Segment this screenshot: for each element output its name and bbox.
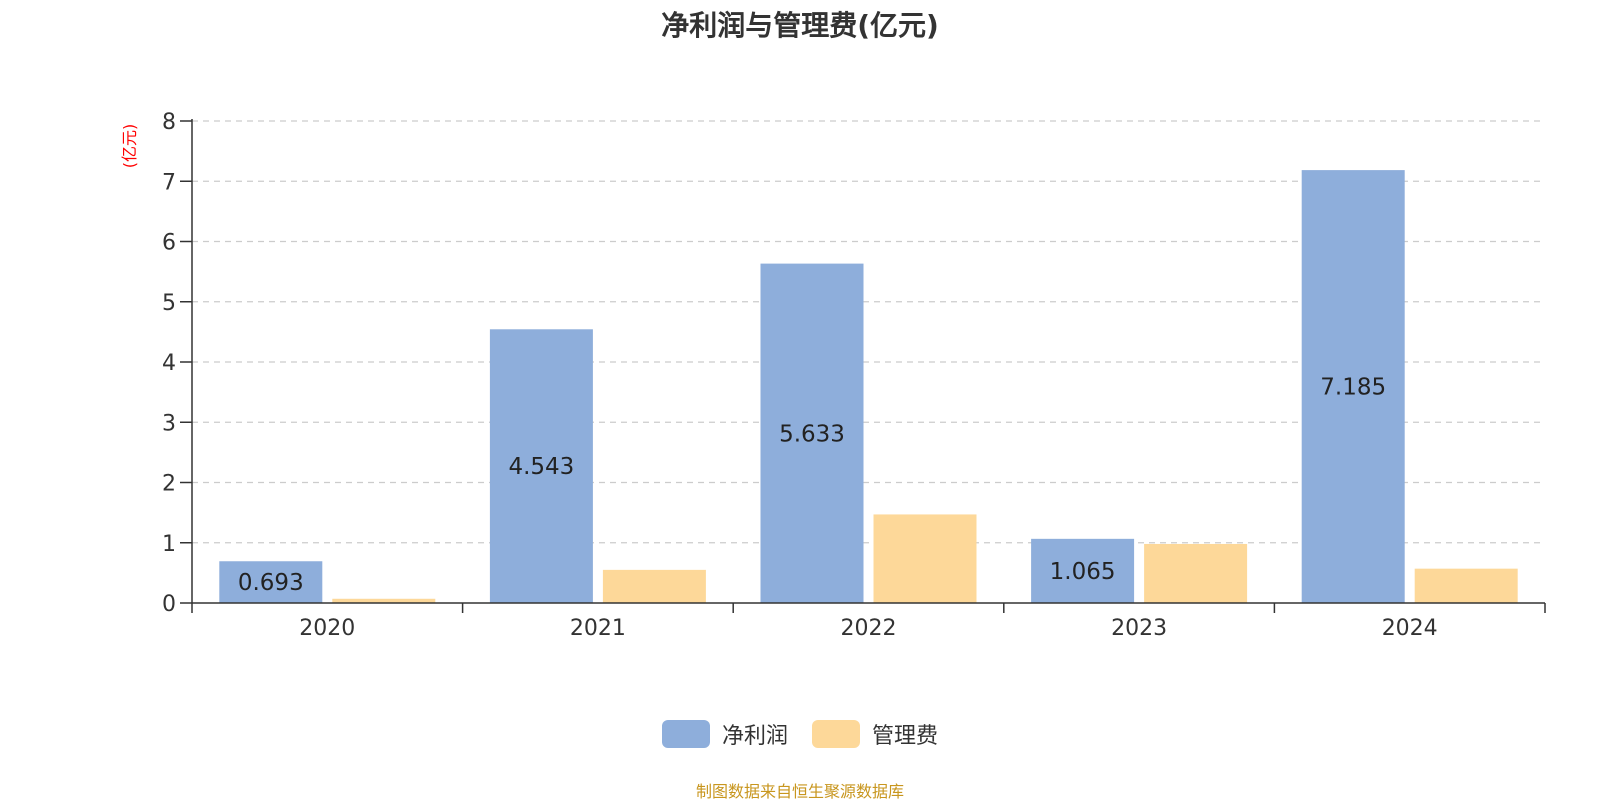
bar-net-profit — [1031, 538, 1135, 603]
bar-admin-fee — [602, 569, 706, 603]
bar-net-profit — [219, 561, 323, 603]
source-note: 制图数据来自恒生聚源数据库 — [695, 782, 904, 801]
y-tick-label: 5 — [162, 291, 176, 316]
legend-swatch-net-profit — [661, 720, 710, 748]
x-tick-label: 2024 — [1382, 616, 1438, 641]
legend-item-admin-fee[interactable]: 管理费 — [812, 718, 938, 750]
y-tick-label: 4 — [162, 351, 176, 376]
legend-label-net-profit: 净利润 — [721, 724, 788, 749]
bar-admin-fee — [873, 514, 977, 603]
bar-chart: 0 1 2 3 4 5 6 7 8 (亿元) 2020 2021 2022 2023 2024 0.693 4… — [120, 110, 1546, 641]
x-tick-label: 2020 — [299, 616, 355, 641]
y-tick-label: 0 — [162, 592, 176, 617]
data-labels: 0.693 4.543 5.633 1.065 7.185 — [238, 375, 1386, 597]
bar-admin-fee — [1414, 568, 1518, 603]
y-tick-label: 2 — [162, 472, 176, 497]
y-tick-label: 7 — [162, 170, 176, 195]
data-label: 5.633 — [779, 421, 845, 447]
legend-label-admin-fee: 管理费 — [872, 724, 939, 749]
x-tick-label: 2021 — [570, 616, 626, 641]
y-tick-label: 8 — [162, 110, 176, 135]
data-label: 0.693 — [238, 570, 304, 596]
data-label: 7.185 — [1320, 375, 1386, 401]
x-tick-label: 2022 — [841, 616, 897, 641]
legend-item-net-profit[interactable]: 净利润 — [661, 718, 788, 750]
y-axis-title: (亿元) — [120, 124, 139, 169]
bars — [219, 170, 1518, 603]
bar-admin-fee — [332, 598, 436, 603]
y-tick-label: 1 — [162, 532, 176, 557]
bar-admin-fee — [1144, 543, 1248, 603]
axes: 0 1 2 3 4 5 6 7 8 (亿元) 2020 2021 2022 2023 2024 — [120, 110, 1546, 641]
x-tick-label: 2023 — [1111, 616, 1167, 641]
data-label: 1.065 — [1050, 559, 1116, 585]
bar-net-profit — [760, 263, 864, 603]
y-tick-label: 3 — [162, 411, 176, 436]
y-tick-label: 6 — [162, 231, 176, 256]
chart-title: 净利润与管理费(亿元) — [661, 9, 939, 42]
bar-net-profit — [489, 329, 593, 603]
legend: 净利润 管理费 — [0, 718, 1600, 750]
data-label: 4.543 — [508, 454, 574, 480]
legend-swatch-admin-fee — [812, 720, 860, 748]
bar-net-profit — [1301, 170, 1405, 603]
